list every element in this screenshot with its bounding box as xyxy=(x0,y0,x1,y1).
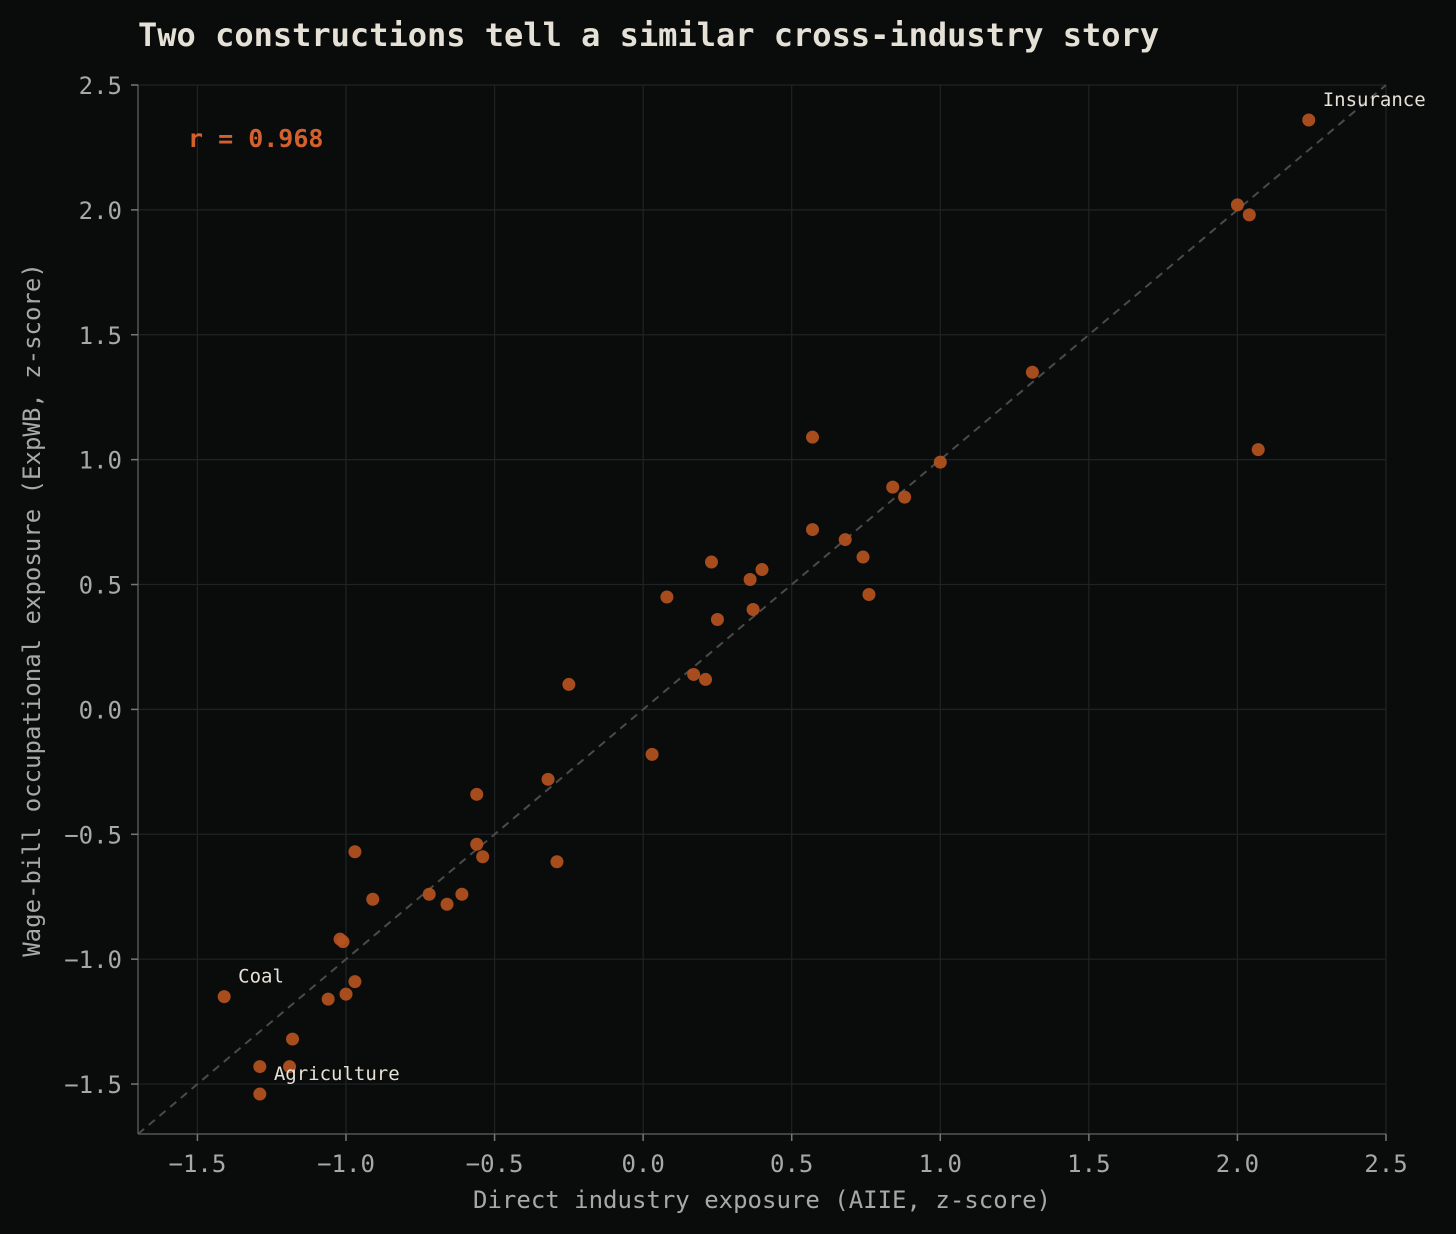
x-tick-label: 1.5 xyxy=(1067,1150,1110,1178)
y-tick-label: 2.0 xyxy=(79,197,122,225)
data-point xyxy=(562,677,576,691)
point-label: Coal xyxy=(238,966,284,988)
data-point xyxy=(283,1060,297,1074)
y-tick-label: 0.5 xyxy=(79,572,122,600)
y-tick-label: 0.0 xyxy=(79,696,122,724)
data-point xyxy=(348,845,362,859)
x-tick-label: 0.5 xyxy=(770,1150,813,1178)
point-annotations: Insurance Coal Agriculture xyxy=(238,89,1426,1085)
data-point xyxy=(862,588,876,602)
x-tick-label: 2.0 xyxy=(1216,1150,1259,1178)
data-point xyxy=(366,892,380,906)
x-tick-label: −0.5 xyxy=(466,1150,524,1178)
x-tick-label: 1.0 xyxy=(919,1150,962,1178)
data-point xyxy=(660,590,674,604)
data-point xyxy=(755,563,769,577)
data-point xyxy=(933,455,947,469)
data-point xyxy=(806,523,820,537)
x-tick-labels: −1.5 −1.0 −0.5 0.0 0.5 1.0 1.5 2.0 2.5 xyxy=(169,1150,1408,1178)
y-axis-label: Wage-bill occupational exposure (ExpWB, … xyxy=(18,263,46,957)
data-point xyxy=(422,887,436,901)
data-point xyxy=(253,1060,267,1074)
data-point xyxy=(1025,365,1039,379)
point-label: Agriculture xyxy=(274,1063,400,1085)
y-tick-label: −0.5 xyxy=(64,821,122,849)
data-point xyxy=(550,855,564,869)
x-axis-label: Direct industry exposure (AIIE, z-score) xyxy=(473,1186,1051,1214)
x-tick-label: 2.5 xyxy=(1364,1150,1407,1178)
y-tick-labels: −1.5 −1.0 −0.5 0.0 0.5 1.0 1.5 2.0 2.5 xyxy=(64,72,122,1099)
y-tick-label: 2.5 xyxy=(79,72,122,100)
data-point xyxy=(746,603,760,616)
data-point xyxy=(470,787,484,801)
y-tick-label: 1.5 xyxy=(79,322,122,350)
point-label: Insurance xyxy=(1323,89,1426,111)
data-point xyxy=(704,555,718,569)
data-point xyxy=(470,837,484,851)
data-point xyxy=(440,897,454,911)
axes xyxy=(131,84,1387,1141)
x-tick-label: 0.0 xyxy=(621,1150,664,1178)
data-point xyxy=(217,990,231,1004)
data-point xyxy=(253,1087,267,1101)
data-point xyxy=(898,490,912,504)
data-point xyxy=(455,887,469,901)
data-point xyxy=(321,992,335,1006)
data-point xyxy=(710,612,724,626)
y-tick-label: −1.5 xyxy=(64,1071,122,1099)
data-point xyxy=(336,935,350,949)
x-tick-label: −1.5 xyxy=(169,1150,227,1178)
data-point xyxy=(286,1032,300,1046)
data-point xyxy=(687,667,701,681)
x-tick-label: −1.0 xyxy=(317,1150,375,1178)
chart-title: Two constructions tell a similar cross-i… xyxy=(138,16,1159,54)
data-point xyxy=(806,430,820,444)
data-point xyxy=(339,987,353,1001)
y-tick-label: −1.0 xyxy=(64,946,122,974)
correlation-label: r = 0.968 xyxy=(188,124,323,153)
data-points xyxy=(217,113,1316,1101)
data-point xyxy=(1230,198,1244,212)
data-point xyxy=(856,550,870,564)
reference-line xyxy=(137,84,1387,1135)
data-point xyxy=(645,747,659,761)
data-point xyxy=(1302,113,1316,127)
data-point xyxy=(348,975,362,989)
y-tick-label: 1.0 xyxy=(79,447,122,475)
data-point xyxy=(743,573,757,587)
data-point xyxy=(1242,208,1256,222)
data-point xyxy=(476,850,490,864)
data-point xyxy=(838,533,852,547)
data-point xyxy=(1251,443,1265,457)
data-point xyxy=(699,672,713,686)
data-point xyxy=(886,480,900,494)
data-point xyxy=(541,772,555,786)
grid-lines xyxy=(138,84,1387,1134)
